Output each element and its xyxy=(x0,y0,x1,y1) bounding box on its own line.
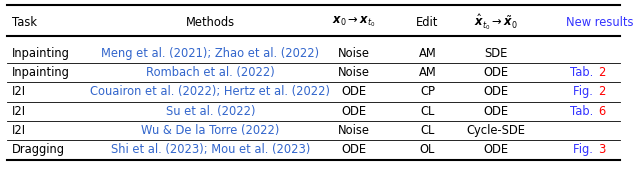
Text: 3: 3 xyxy=(598,143,605,157)
Text: I2I: I2I xyxy=(12,124,26,137)
Text: CL: CL xyxy=(420,105,435,118)
Text: Shi et al. (2023); Mou et al. (2023): Shi et al. (2023); Mou et al. (2023) xyxy=(111,143,310,157)
Text: ODE: ODE xyxy=(484,66,509,79)
Text: CP: CP xyxy=(420,85,435,98)
Text: $\hat{\boldsymbol{x}}_{t_0} \rightarrow \tilde{\boldsymbol{x}}_0$: $\hat{\boldsymbol{x}}_{t_0} \rightarrow … xyxy=(474,12,518,32)
Text: Wu & De la Torre (2022): Wu & De la Torre (2022) xyxy=(141,124,280,137)
Text: OL: OL xyxy=(420,143,435,157)
Text: Tab.: Tab. xyxy=(570,66,595,79)
Text: Tab.: Tab. xyxy=(570,105,595,118)
Text: Fig.: Fig. xyxy=(573,143,595,157)
Text: Fig.: Fig. xyxy=(573,85,595,98)
Text: Inpainting: Inpainting xyxy=(12,47,70,60)
Text: ODE: ODE xyxy=(342,105,367,118)
Text: AM: AM xyxy=(419,66,436,79)
Text: ODE: ODE xyxy=(342,85,367,98)
Text: Inpainting: Inpainting xyxy=(12,66,70,79)
Text: Noise: Noise xyxy=(338,124,370,137)
Text: 6: 6 xyxy=(598,105,605,118)
Text: AM: AM xyxy=(419,47,436,60)
Text: Methods: Methods xyxy=(186,16,235,29)
Text: Task: Task xyxy=(12,16,37,29)
Text: Noise: Noise xyxy=(338,66,370,79)
Text: 2: 2 xyxy=(598,66,605,79)
Text: CL: CL xyxy=(420,124,435,137)
Text: SDE: SDE xyxy=(484,47,508,60)
Text: Meng et al. (2021); Zhao et al. (2022): Meng et al. (2021); Zhao et al. (2022) xyxy=(101,47,319,60)
Text: Su et al. (2022): Su et al. (2022) xyxy=(166,105,255,118)
Text: 2: 2 xyxy=(598,85,605,98)
Text: New results: New results xyxy=(566,16,634,29)
Text: Couairon et al. (2022); Hertz et al. (2022): Couairon et al. (2022); Hertz et al. (20… xyxy=(90,85,330,98)
Text: I2I: I2I xyxy=(12,85,26,98)
Text: $\boldsymbol{x}_0 \rightarrow \boldsymbol{x}_{t_0}$: $\boldsymbol{x}_0 \rightarrow \boldsymbo… xyxy=(333,15,376,29)
Text: Dragging: Dragging xyxy=(12,143,65,157)
Text: ODE: ODE xyxy=(484,85,509,98)
Text: I2I: I2I xyxy=(12,105,26,118)
Text: ODE: ODE xyxy=(342,143,367,157)
Text: Edit: Edit xyxy=(416,16,438,29)
Text: Rombach et al. (2022): Rombach et al. (2022) xyxy=(146,66,275,79)
Text: Noise: Noise xyxy=(338,47,370,60)
Text: ODE: ODE xyxy=(484,105,509,118)
Text: ODE: ODE xyxy=(484,143,509,157)
Text: Cycle-SDE: Cycle-SDE xyxy=(467,124,525,137)
